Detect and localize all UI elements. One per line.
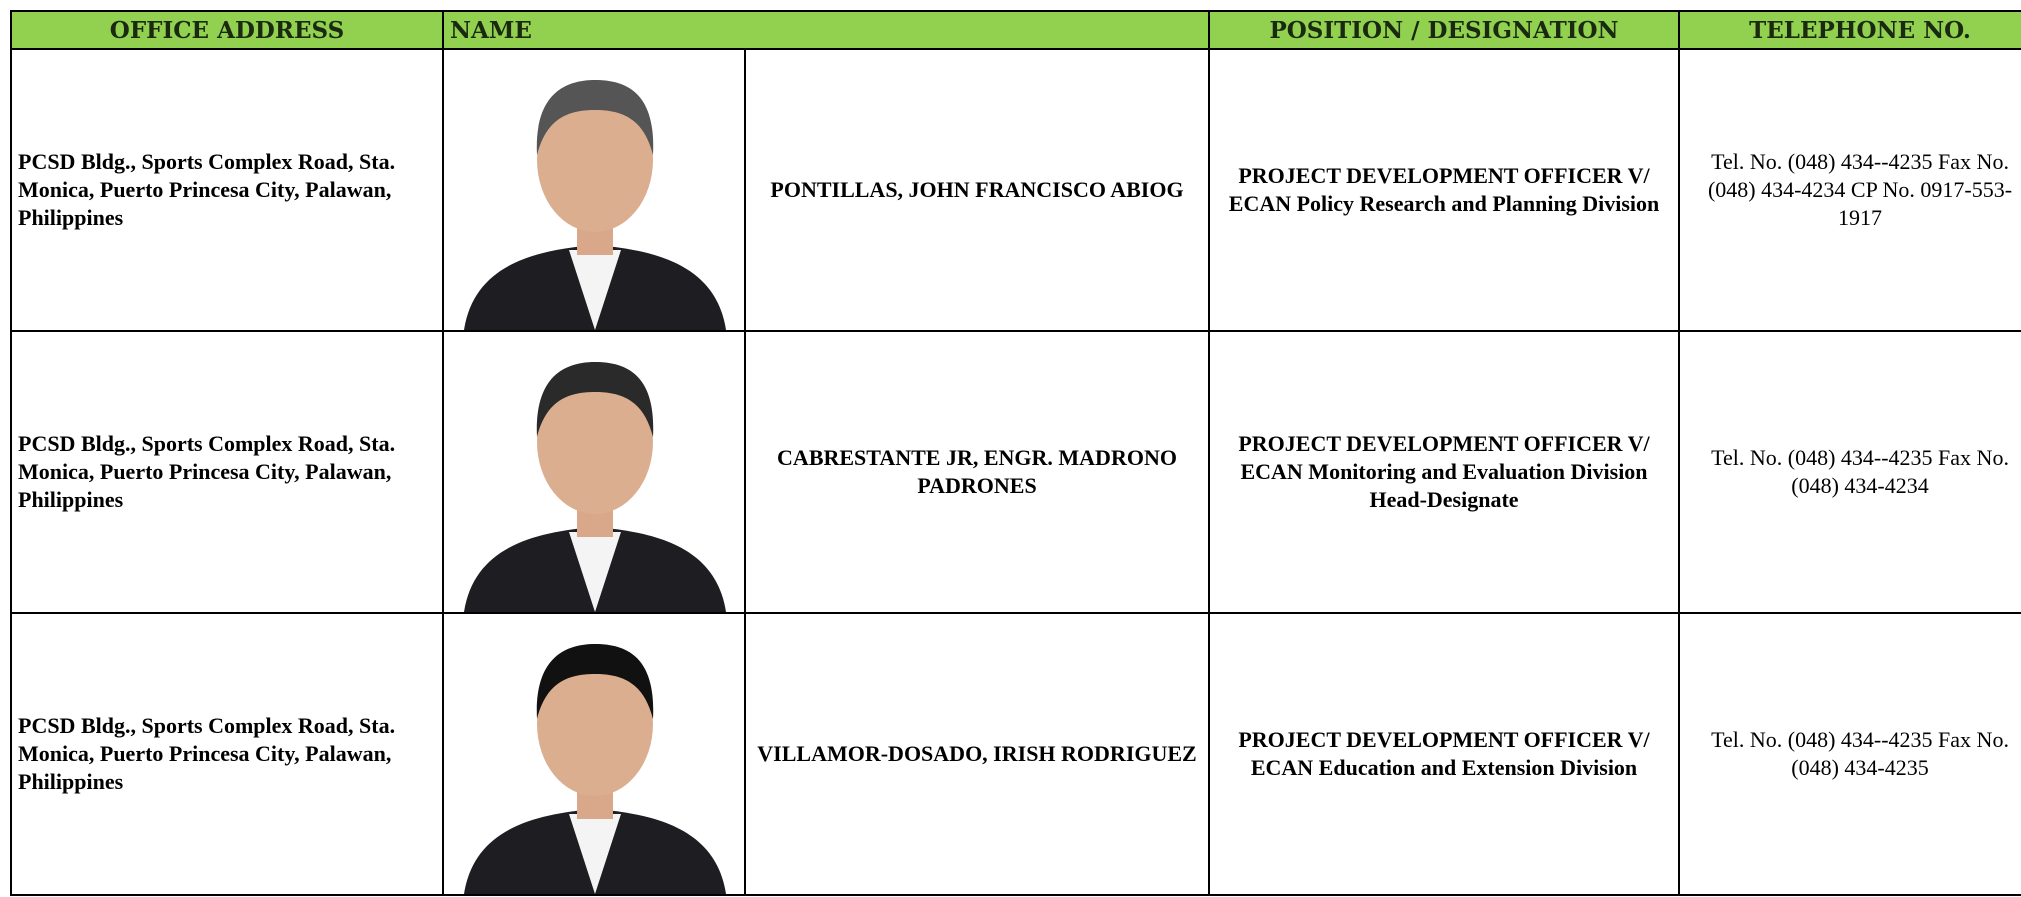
position-cell: PROJECT DEVELOPMENT OFFICER V/ ECAN Poli… <box>1208 48 1681 332</box>
telephone-cell: Tel. No. (048) 434--4235 Fax No. (048) 4… <box>1678 48 2021 332</box>
table-body: PCSD Bldg., Sports Complex Road, Sta. Mo… <box>10 48 2021 896</box>
name-cell: PONTILLAS, JOHN FRANCISCO ABIOG <box>743 48 1211 332</box>
address-cell: PCSD Bldg., Sports Complex Road, Sta. Mo… <box>10 612 444 896</box>
portrait <box>445 615 743 893</box>
portrait <box>445 333 743 611</box>
table-row: PCSD Bldg., Sports Complex Road, Sta. Mo… <box>10 48 2021 332</box>
telephone-cell: Tel. No. (048) 434--4235 Fax No. (048) 4… <box>1678 612 2021 896</box>
photo-cell <box>442 330 746 614</box>
position-cell: PROJECT DEVELOPMENT OFFICER V/ ECAN Moni… <box>1208 330 1681 614</box>
name-cell: VILLAMOR-DOSADO, IRISH RODRIGUEZ <box>743 612 1211 896</box>
name-cell: CABRESTANTE JR, ENGR. MADRONO PADRONES <box>743 330 1211 614</box>
header-row: OFFICE ADDRESS NAME POSITION / DESIGNATI… <box>10 10 2021 50</box>
address-cell: PCSD Bldg., Sports Complex Road, Sta. Mo… <box>10 48 444 332</box>
directory-table: OFFICE ADDRESS NAME POSITION / DESIGNATI… <box>10 10 2021 896</box>
header-cell: OFFICE ADDRESS <box>10 10 444 50</box>
table-row: PCSD Bldg., Sports Complex Road, Sta. Mo… <box>10 330 2021 614</box>
photo-cell <box>442 48 746 332</box>
portrait <box>445 51 743 329</box>
address-cell: PCSD Bldg., Sports Complex Road, Sta. Mo… <box>10 330 444 614</box>
header-cell: TELEPHONE NO. <box>1678 10 2021 50</box>
table-row: PCSD Bldg., Sports Complex Road, Sta. Mo… <box>10 612 2021 896</box>
header-cell: NAME <box>441 10 1211 50</box>
header-cell: POSITION / DESIGNATION <box>1208 10 1681 50</box>
position-cell: PROJECT DEVELOPMENT OFFICER V/ ECAN Educ… <box>1208 612 1681 896</box>
telephone-cell: Tel. No. (048) 434--4235 Fax No. (048) 4… <box>1678 330 2021 614</box>
photo-cell <box>442 612 746 896</box>
